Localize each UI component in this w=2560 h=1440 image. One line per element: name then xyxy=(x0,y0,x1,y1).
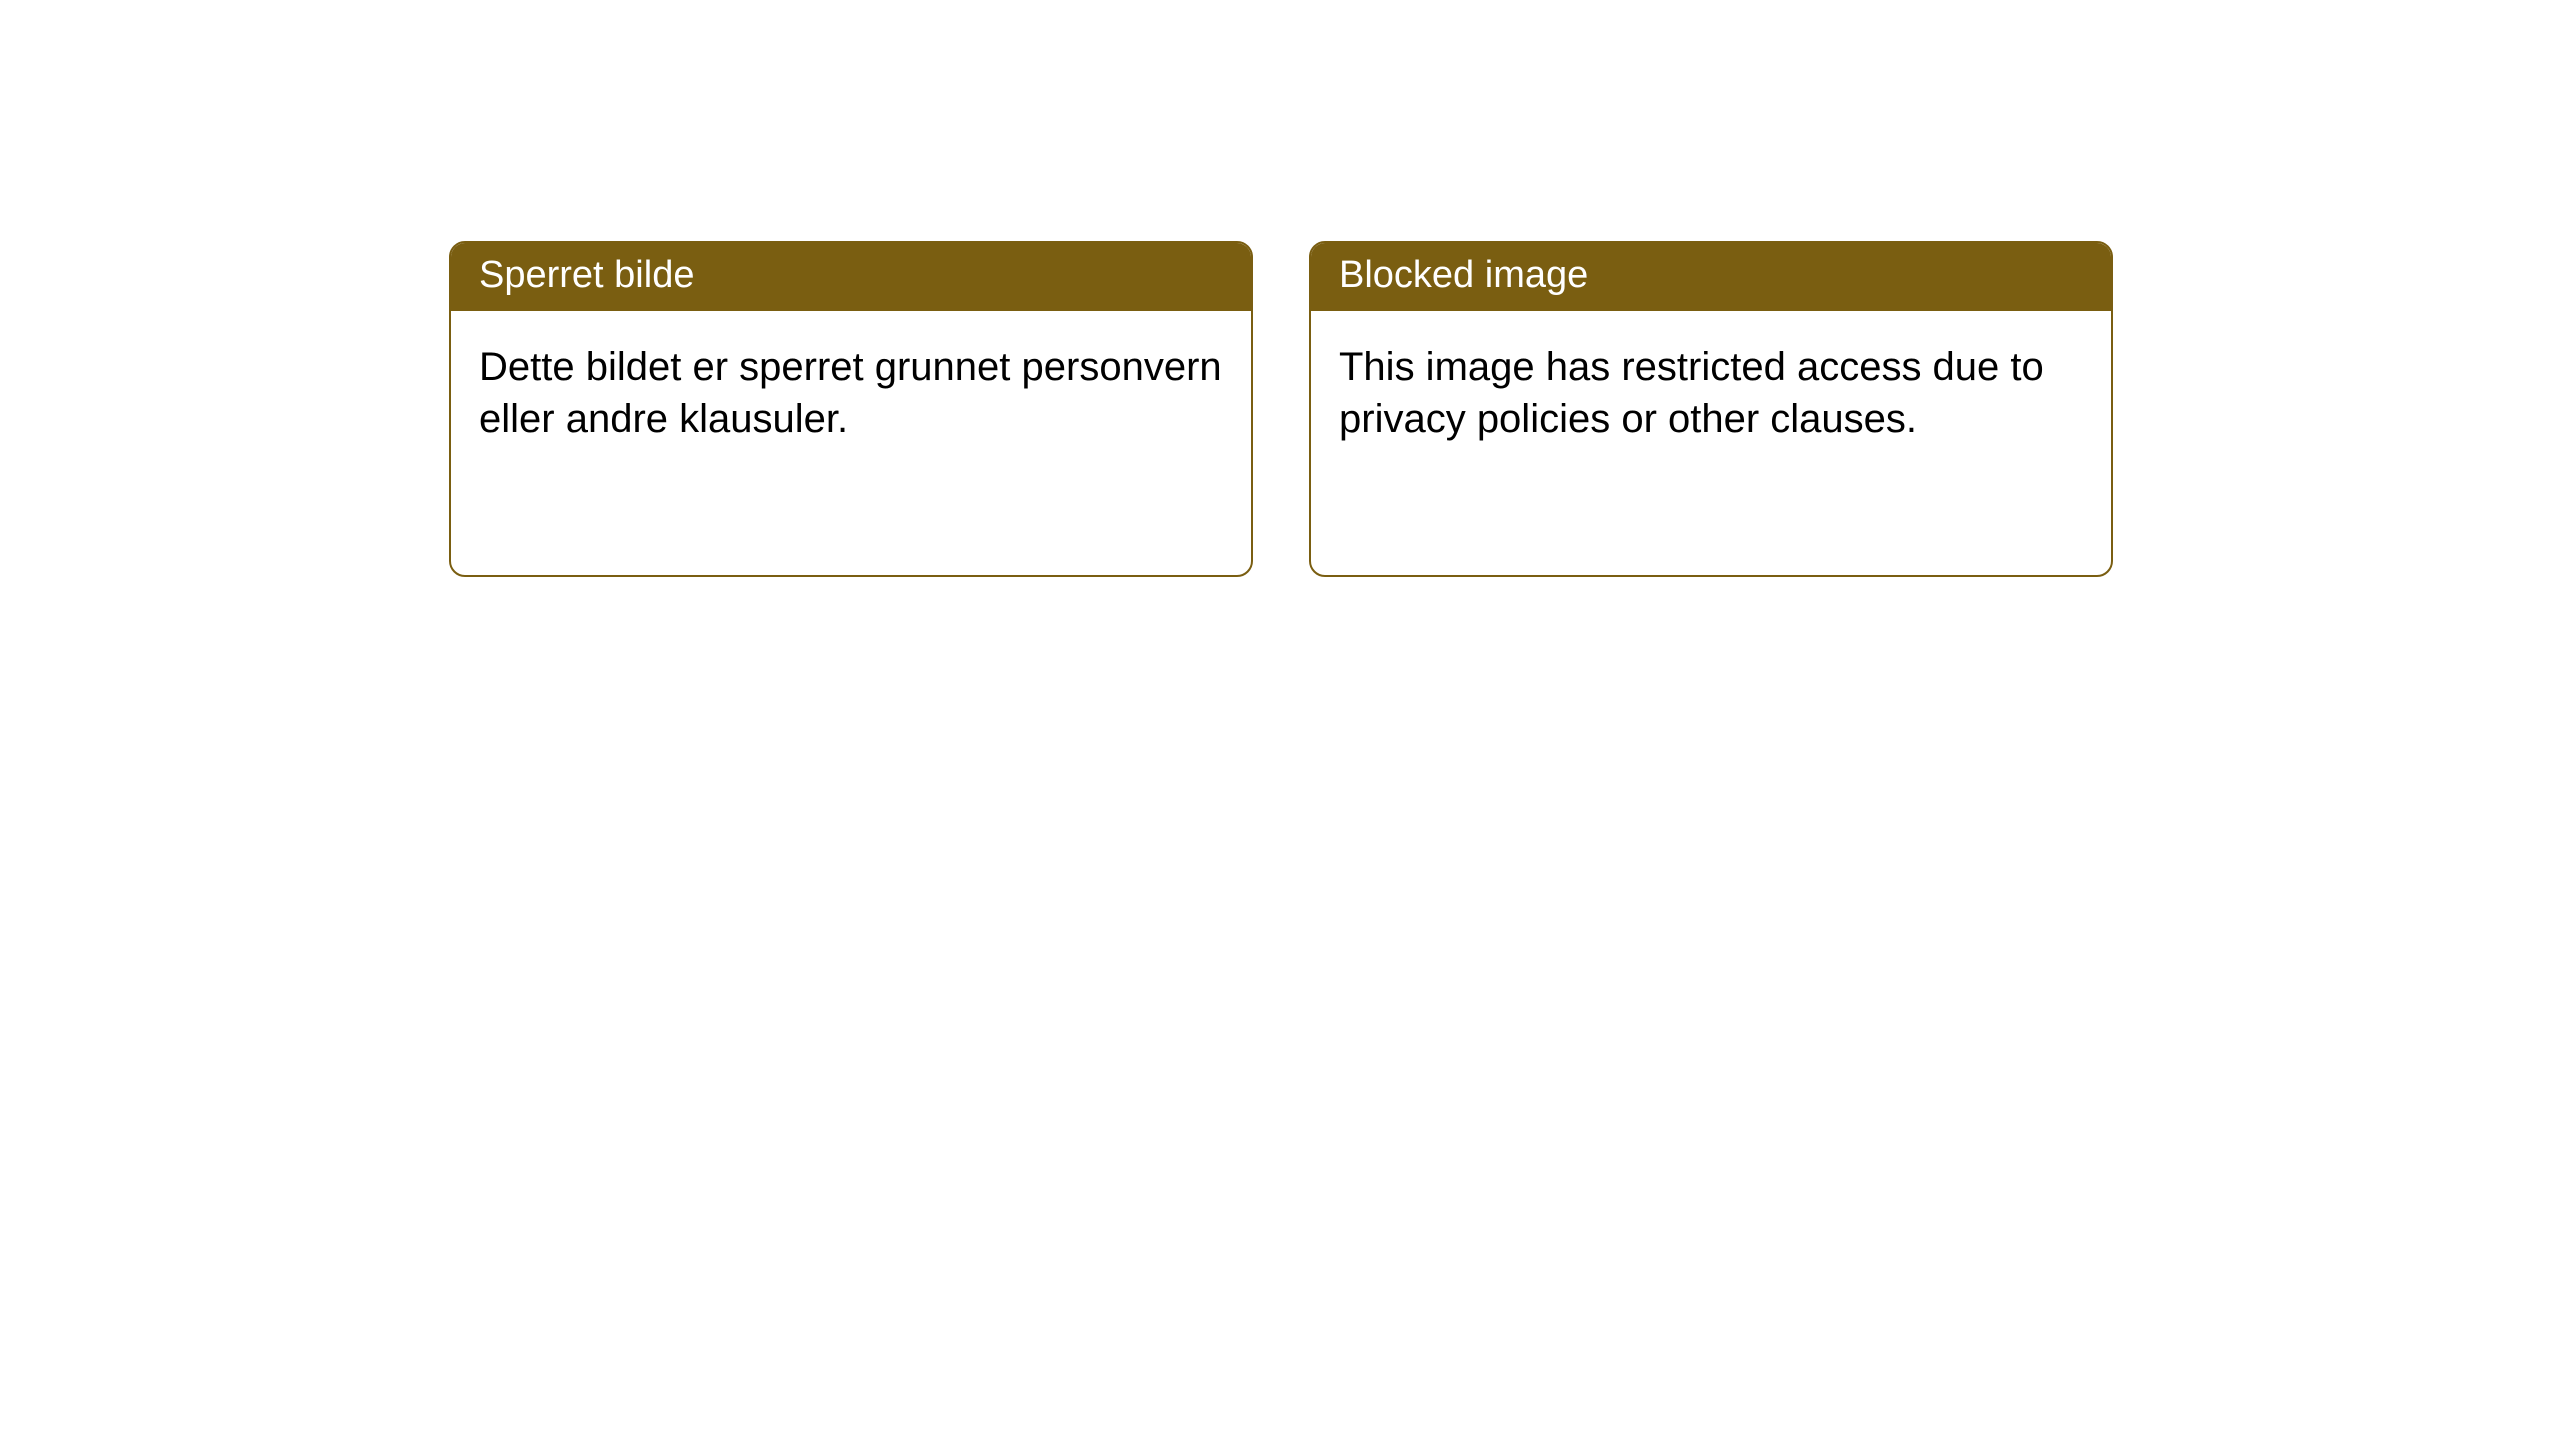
notice-container: Sperret bilde Dette bildet er sperret gr… xyxy=(449,241,2113,577)
notice-header-english: Blocked image xyxy=(1311,243,2111,311)
notice-card-norwegian: Sperret bilde Dette bildet er sperret gr… xyxy=(449,241,1253,577)
notice-body-english: This image has restricted access due to … xyxy=(1311,311,2111,475)
notice-card-english: Blocked image This image has restricted … xyxy=(1309,241,2113,577)
notice-header-norwegian: Sperret bilde xyxy=(451,243,1251,311)
notice-body-norwegian: Dette bildet er sperret grunnet personve… xyxy=(451,311,1251,475)
